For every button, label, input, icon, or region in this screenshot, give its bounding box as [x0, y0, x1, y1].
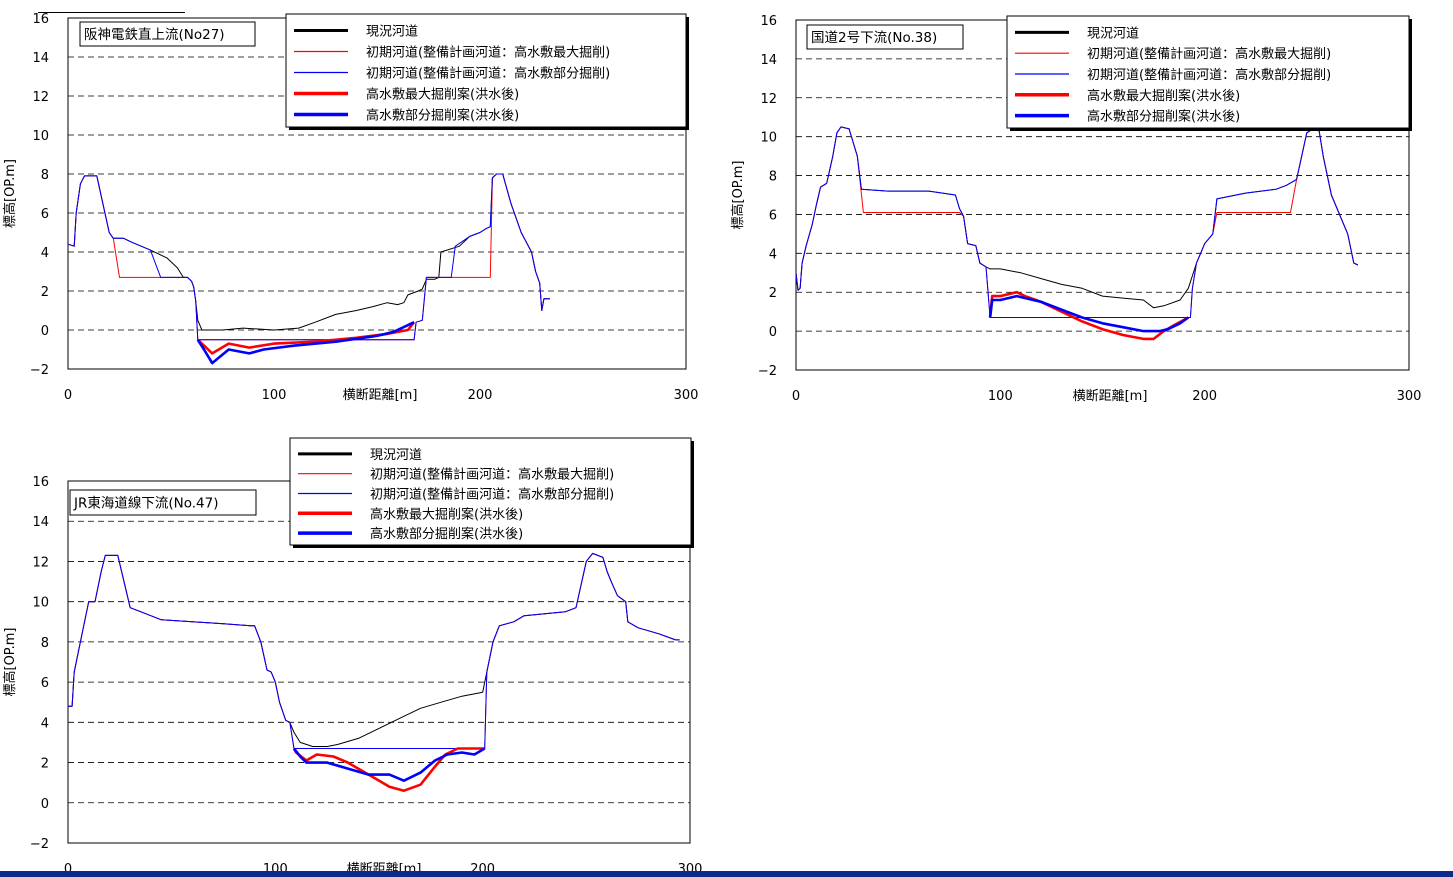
- series-line-1: [795, 126, 1359, 309]
- legend-box: [285, 13, 687, 128]
- x-axis-label: 横断距離[m]: [1073, 389, 1148, 404]
- series-line-3: [795, 126, 1359, 318]
- footer-accent-bar: [0, 871, 1453, 877]
- y-axis-label: 標高[OP.m]: [2, 159, 18, 228]
- legend-label: 初期河道(整備計画河道：高水敷部分掘削): [366, 66, 610, 82]
- series-line-5: [292, 747, 486, 783]
- y-tick-label: 16: [760, 14, 777, 29]
- chart-title-box: [69, 489, 257, 516]
- legend-label: 初期河道(整備計画河道：高水敷部分掘削): [370, 487, 614, 503]
- legend-label: 高水敷最大掘削案(洪水後): [370, 506, 523, 522]
- cross-section-chart-no27: −2 0 2 4 6 8 10 12 14 16 0 100 200 300 横断距離[m] 標高[OP.m]…: [2, 12, 699, 403]
- legend-label: 初期河道(整備計画河道：高水敷最大掘削): [366, 45, 610, 61]
- x-tick-label: 300: [674, 388, 699, 403]
- cross-section-chart-no38: −2 0 2 4 6 8 10 12 14 16 0 100 200 300 横断距離[m] 標高[OP.m]…: [730, 14, 1422, 404]
- y-tick-label: 16: [32, 475, 49, 490]
- header-rule: [38, 12, 185, 13]
- y-axis-label: 標高[OP.m]: [2, 628, 18, 697]
- legend-label: 高水敷部分掘削案(洪水後): [1087, 109, 1240, 125]
- series-line-4: [988, 290, 1189, 341]
- legend-label: 高水敷部分掘削案(洪水後): [366, 108, 519, 124]
- legend-label: 現況河道: [366, 25, 418, 40]
- y-tick-label: 8: [769, 170, 777, 185]
- y-tick-label: 4: [41, 716, 49, 731]
- series-line-5: [196, 321, 415, 365]
- y-tick-label: 12: [32, 90, 49, 105]
- x-tick-label: 200: [1192, 389, 1217, 404]
- y-tick-label: 4: [41, 246, 49, 261]
- chart-title: 国道2号下流(No.38): [811, 30, 937, 46]
- series-line-2: [67, 173, 550, 341]
- y-tick-label: 2: [41, 757, 49, 772]
- legend-box: [1006, 15, 1410, 129]
- x-tick-label: 100: [262, 388, 287, 403]
- x-tick-label: 200: [468, 388, 493, 403]
- y-tick-label: 0: [769, 325, 777, 340]
- y-tick-label: 8: [41, 168, 49, 183]
- chart-title-box: [79, 21, 256, 47]
- y-tick-label: 8: [41, 636, 49, 651]
- series-line-3: [68, 552, 680, 749]
- y-tick-label: 0: [41, 324, 49, 339]
- legend-label: 高水敷部分掘削案(洪水後): [370, 526, 523, 542]
- y-tick-label: 6: [41, 676, 49, 691]
- y-tick-label: 16: [32, 12, 49, 27]
- series-line-2: [795, 126, 1359, 318]
- chart-title: 阪神電鉄直上流(No27): [84, 27, 225, 43]
- y-tick-label: −2: [30, 363, 49, 378]
- y-tick-label: 14: [32, 515, 49, 530]
- y-tick-label: 12: [760, 92, 777, 107]
- y-tick-label: 14: [32, 51, 49, 66]
- x-tick-label: 100: [988, 389, 1013, 404]
- y-tick-label: 2: [769, 286, 777, 301]
- series-line-5: [988, 294, 1190, 333]
- series-line-3: [67, 173, 550, 341]
- x-tick-label: 0: [64, 862, 72, 877]
- y-tick-label: −2: [30, 837, 49, 852]
- chart-panel-no38: −2 0 2 4 6 8 10 12 14 16 0 100 200 300 横断距離[m] 標高[OP.m]…: [726, 0, 1446, 410]
- y-tick-label: 14: [760, 53, 777, 68]
- chart-title-box: [806, 24, 964, 50]
- x-tick-label: 0: [64, 388, 72, 403]
- x-tick-label: 300: [1397, 389, 1422, 404]
- legend-label: 高水敷最大掘削案(洪水後): [1087, 88, 1240, 104]
- y-tick-label: 6: [41, 207, 49, 222]
- y-tick-label: 6: [769, 208, 777, 223]
- legend-label: 初期河道(整備計画河道：高水敷部分掘削): [1087, 67, 1331, 83]
- y-tick-label: 10: [32, 129, 49, 144]
- chart-panel-no47: −2 0 2 4 6 8 10 12 14 16 0 100 200 300 横断距離[m] 標高[OP.m]…: [0, 430, 710, 877]
- y-tick-label: 10: [760, 131, 777, 146]
- series-line-1: [68, 552, 680, 747]
- y-tick-label: 2: [41, 285, 49, 300]
- series-line-2: [68, 552, 680, 749]
- legend-label: 高水敷最大掘削案(洪水後): [366, 87, 519, 103]
- legend-label: 初期河道(整備計画河道：高水敷最大掘削): [1087, 46, 1331, 62]
- x-axis-label: 横断距離[m]: [343, 388, 418, 403]
- legend-label: 現況河道: [370, 448, 422, 463]
- y-axis-label: 標高[OP.m]: [730, 161, 746, 230]
- y-tick-label: −2: [758, 364, 777, 379]
- y-tick-label: 0: [41, 797, 49, 812]
- y-tick-label: 12: [32, 555, 49, 570]
- legend-label: 現況河道: [1087, 26, 1139, 41]
- legend-box: [289, 437, 692, 546]
- chart-title: JR東海道線下流(No.47): [73, 496, 219, 512]
- y-tick-label: 4: [769, 247, 777, 262]
- series-line-4: [292, 747, 485, 793]
- x-tick-label: 0: [792, 389, 800, 404]
- chart-panel-no27: −2 0 2 4 6 8 10 12 14 16 0 100 200 300 横断距離[m] 標高[OP.m]…: [0, 0, 700, 410]
- y-tick-label: 10: [32, 596, 49, 611]
- legend-label: 初期河道(整備計画河道：高水敷最大掘削): [370, 467, 614, 483]
